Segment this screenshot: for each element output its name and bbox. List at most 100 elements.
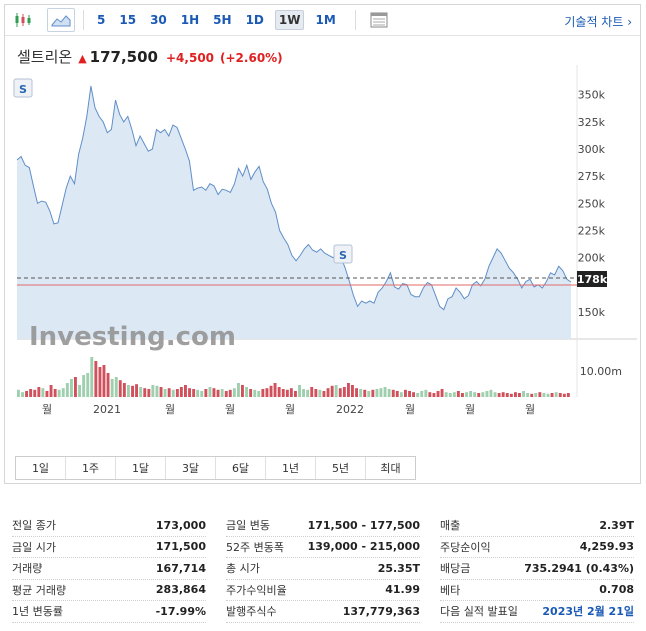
volume-bar — [497, 393, 501, 397]
x-tick-label: 월 — [465, 403, 475, 416]
stat-value: 283,864 — [155, 583, 206, 597]
price-chart[interactable]: 178k 350k 325k 300k 275k 250k 225k 200k 150k Inve… — [5, 5, 640, 450]
stat-row: 금일 변동 171,500 - 177,500 — [226, 515, 420, 537]
volume-bar — [501, 392, 505, 397]
volume-bar — [127, 385, 130, 397]
range-max[interactable]: 최대 — [366, 457, 415, 479]
range-3m[interactable]: 3달 — [166, 457, 216, 479]
stat-label: 52주 변동폭 — [226, 540, 284, 554]
price-area-fill — [17, 86, 571, 339]
volume-bar — [514, 392, 517, 397]
volume-bar — [269, 385, 273, 397]
volume-bar — [444, 392, 448, 397]
volume-bar — [184, 385, 187, 397]
candlestick-icon[interactable] — [11, 9, 37, 31]
volume-bar — [237, 383, 240, 397]
volume-bar — [118, 380, 122, 397]
stats-column-2: 금일 변동 171,500 - 177,500 52주 변동폭 139,000 - … — [226, 515, 420, 623]
volume-bar — [383, 387, 387, 397]
volume-bar — [375, 389, 379, 397]
timeframe-1d[interactable]: 1D — [245, 13, 264, 27]
stat-label: 총 시가 — [226, 562, 260, 576]
volume-bar — [37, 387, 41, 397]
range-1w[interactable]: 1주 — [66, 457, 116, 479]
timeframe-5h[interactable]: 5H — [213, 13, 232, 27]
volume-bar — [481, 392, 485, 397]
stat-label: 발행주식수 — [226, 605, 277, 619]
stat-value: 4,259.93 — [579, 540, 634, 554]
range-1m[interactable]: 1달 — [116, 457, 166, 479]
volume-bar — [175, 389, 179, 397]
volume-bar — [139, 387, 143, 397]
volume-bar — [359, 389, 363, 397]
range-selector: 1일 1주 1달 3달 6달 1년 5년 최대 — [15, 456, 416, 480]
range-1y[interactable]: 1년 — [266, 457, 316, 479]
volume-bar — [330, 385, 334, 397]
volume-bar — [351, 385, 354, 397]
last-price: 177,500 — [89, 48, 158, 66]
stat-value: 137,779,363 — [342, 604, 420, 618]
investing-watermark: Investing.com — [29, 322, 236, 352]
volume-bar — [526, 393, 530, 397]
volume-bar — [57, 389, 61, 397]
volume-bar — [538, 392, 542, 397]
volume-bar — [546, 393, 550, 397]
stat-value: 2.39T — [599, 518, 634, 532]
toolbar-divider — [354, 10, 356, 30]
volume-bar — [477, 393, 481, 397]
price-tick-label: 300k — [578, 143, 606, 156]
stat-value: 171,500 — [155, 540, 206, 554]
volume-bar — [94, 361, 98, 397]
volume-bar — [432, 393, 436, 397]
range-6m[interactable]: 6달 — [216, 457, 266, 479]
last-price-badge — [577, 271, 607, 287]
volume-bar — [228, 389, 232, 397]
stat-value: 171,500 - 177,500 — [307, 518, 420, 532]
stat-row: 다음 실적 발표일 2023년 2월 21일 — [440, 601, 634, 623]
volume-bar — [200, 391, 204, 397]
volume-bar — [318, 389, 322, 397]
timeframe-1h[interactable]: 1H — [180, 13, 200, 27]
volume-bar — [367, 391, 371, 397]
technical-chart-link[interactable]: 기술적 차트 › — [564, 15, 632, 29]
next-earnings-link[interactable]: 2023년 2월 21일 — [542, 605, 634, 619]
volume-bar — [530, 393, 534, 397]
stat-value: 139,000 - 215,000 — [307, 540, 420, 554]
stat-value: -17.99% — [155, 604, 206, 618]
timeframe-5[interactable]: 5 — [97, 13, 106, 27]
table-view-icon[interactable] — [366, 9, 392, 31]
split-marker-label: S — [339, 249, 347, 262]
volume-bar — [224, 391, 228, 397]
volume-bar — [204, 389, 208, 397]
timeframe-30[interactable]: 30 — [150, 13, 167, 27]
range-5y[interactable]: 5년 — [316, 457, 366, 479]
timeframe-1w[interactable]: 1W — [274, 10, 305, 30]
volume-bar — [135, 384, 138, 397]
stat-label: 배당금 — [440, 562, 471, 576]
area-chart-icon[interactable] — [47, 8, 75, 32]
split-marker-label: S — [19, 83, 27, 96]
volume-bar — [542, 393, 546, 397]
volume-bar — [167, 388, 171, 397]
volume-bar — [29, 389, 33, 397]
volume-bar — [399, 392, 403, 397]
timeframe-1m[interactable]: 1M — [315, 13, 336, 27]
volume-bar — [273, 383, 277, 397]
volume-bar — [558, 393, 562, 397]
x-tick-label: 월 — [285, 403, 295, 416]
volume-bar — [53, 389, 57, 397]
volume-bar — [241, 385, 244, 397]
price-tick-label: 225k — [578, 224, 606, 237]
price-change: +4,500 — [166, 51, 215, 65]
volume-bar — [452, 392, 456, 397]
volume-bar — [566, 393, 570, 397]
volume-bar — [114, 377, 118, 397]
stat-value: 167,714 — [155, 561, 206, 575]
volume-bar — [192, 389, 196, 397]
volume-bar — [196, 389, 200, 397]
volume-bar — [122, 383, 126, 397]
range-1d[interactable]: 1일 — [16, 457, 66, 479]
timeframe-15[interactable]: 15 — [119, 13, 137, 27]
stat-row: 매출 2.39T — [440, 515, 634, 537]
volume-bar — [163, 389, 167, 397]
